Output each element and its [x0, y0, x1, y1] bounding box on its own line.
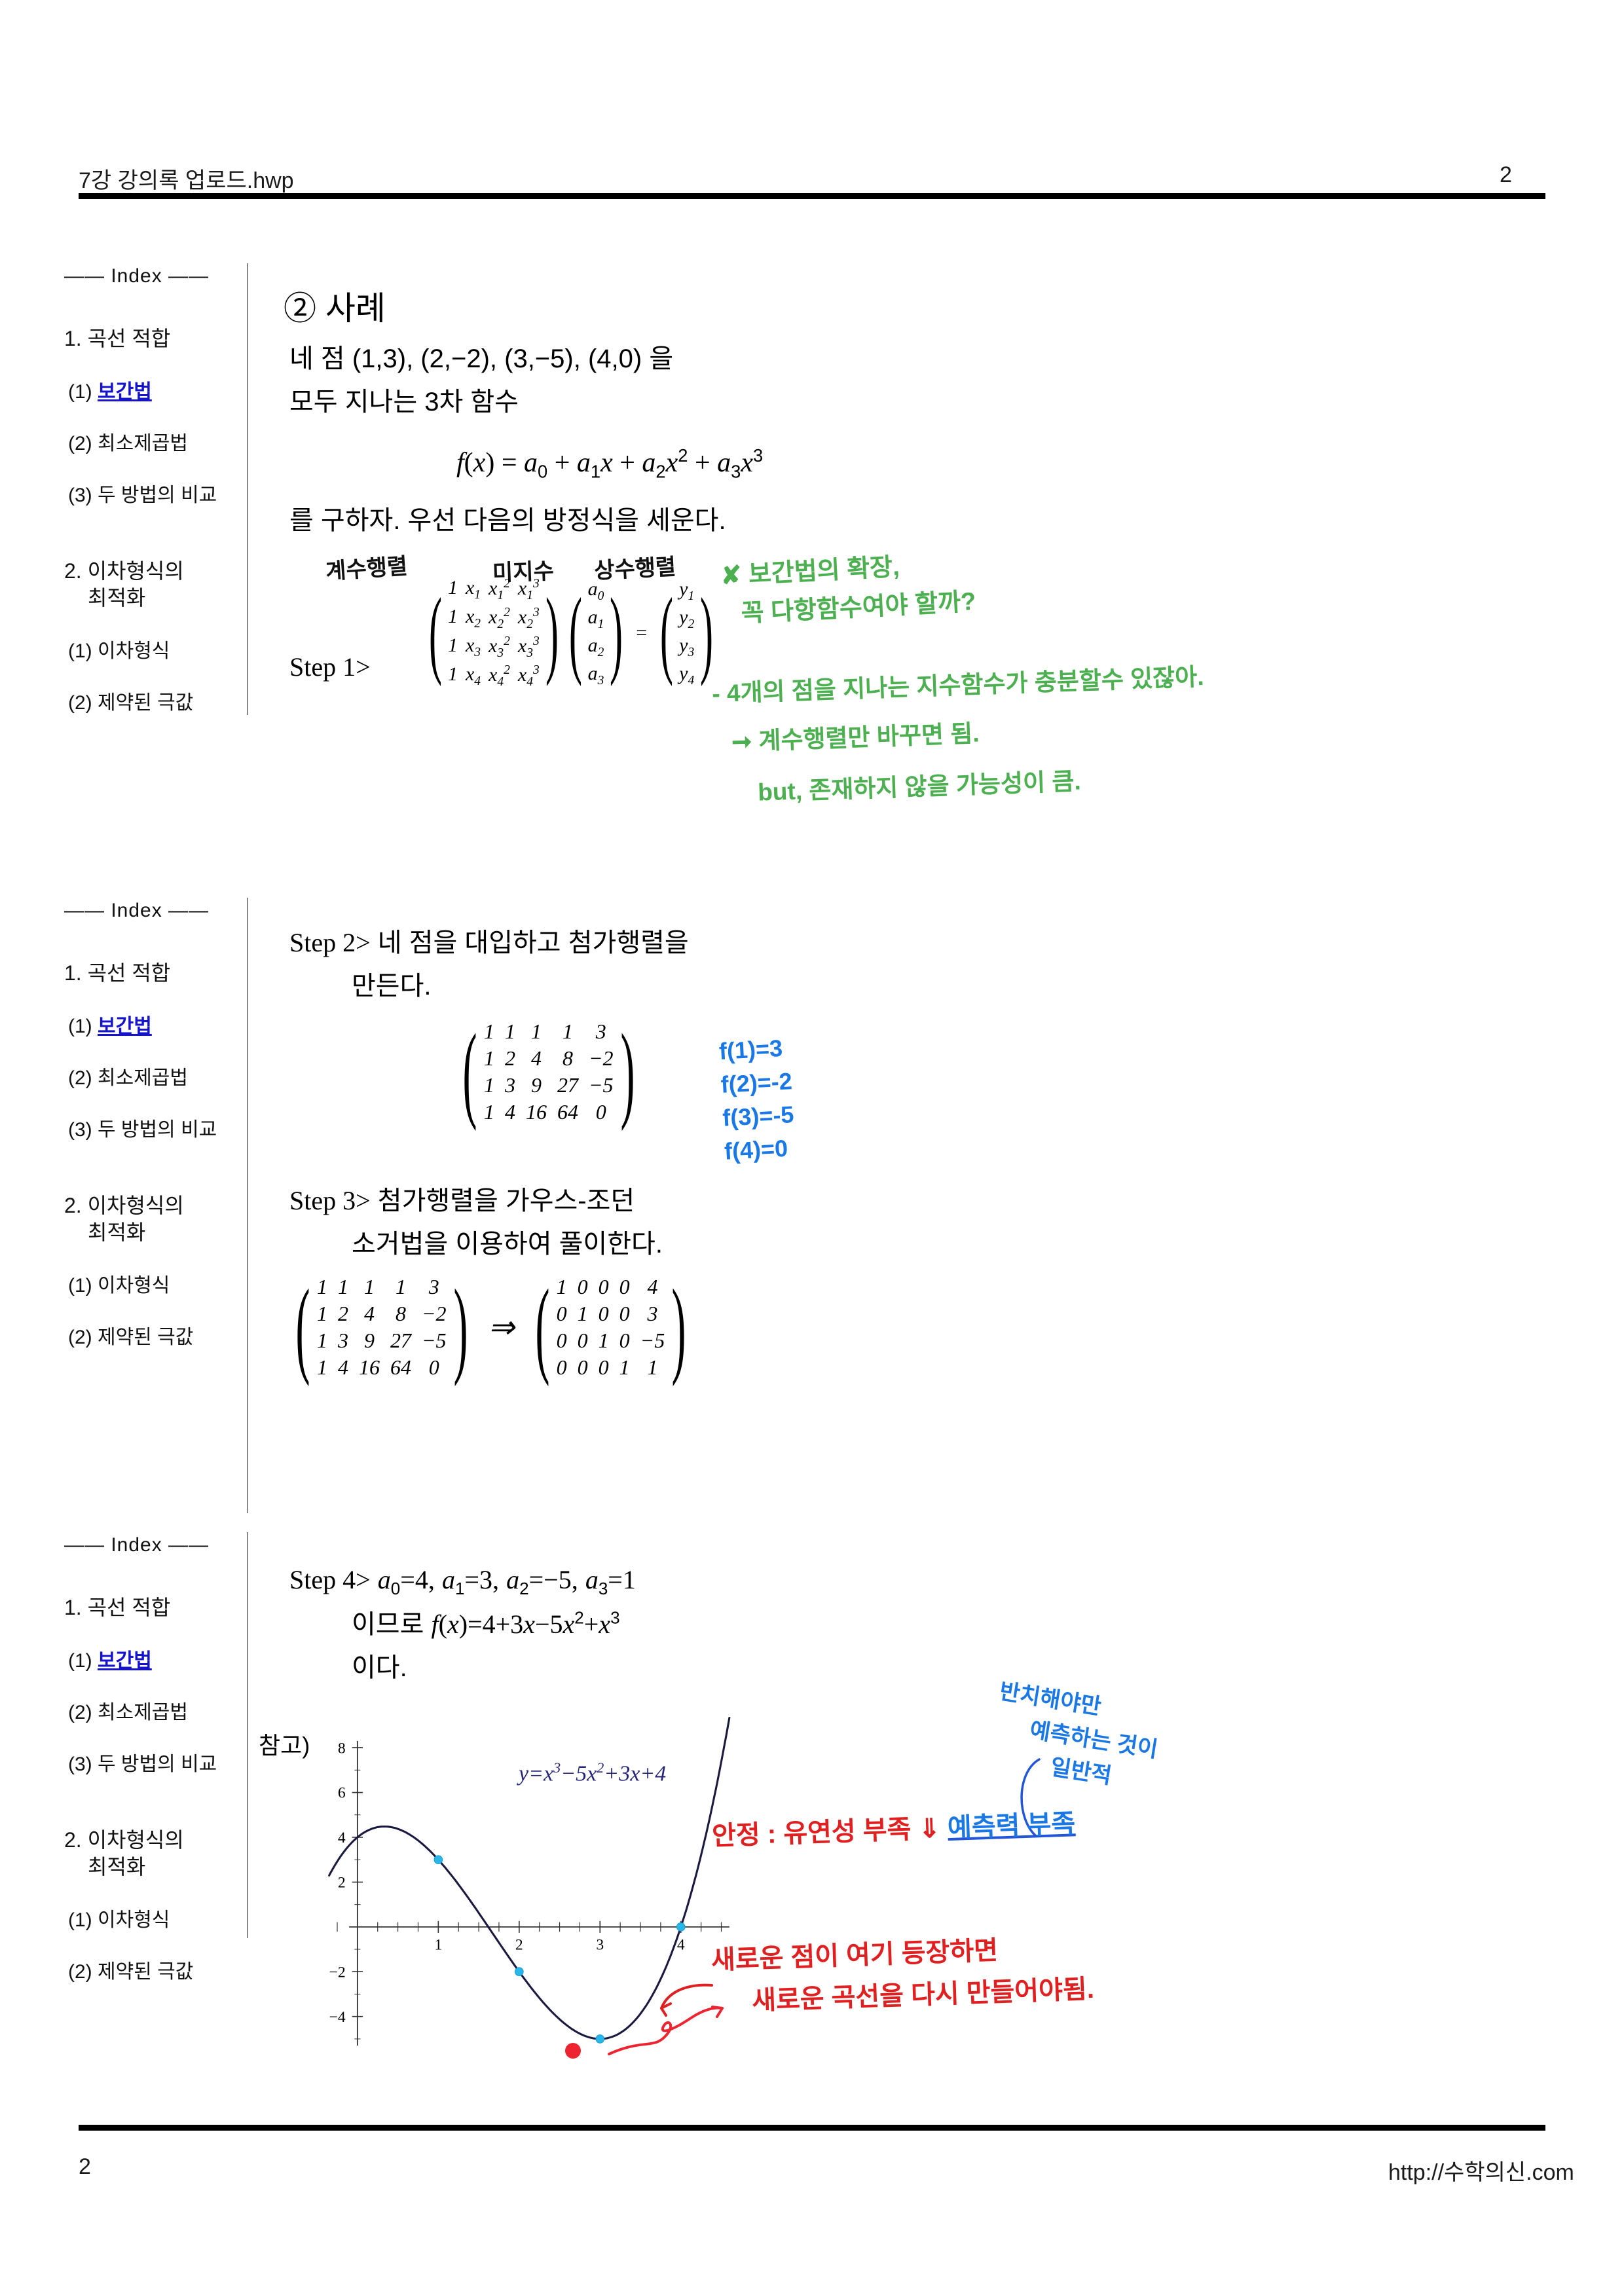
svg-text:1: 1	[434, 1936, 442, 1953]
svg-text:2: 2	[515, 1936, 523, 1953]
svg-text:2: 2	[338, 1875, 346, 1892]
svg-text:4: 4	[338, 1829, 346, 1846]
svg-text:4: 4	[677, 1936, 685, 1953]
svg-text:−4: −4	[329, 2009, 346, 2026]
svg-text:6: 6	[338, 1785, 346, 1802]
svg-text:3: 3	[596, 1936, 604, 1953]
svg-text:8: 8	[338, 1740, 346, 1757]
svg-text:−2: −2	[329, 1964, 346, 1981]
